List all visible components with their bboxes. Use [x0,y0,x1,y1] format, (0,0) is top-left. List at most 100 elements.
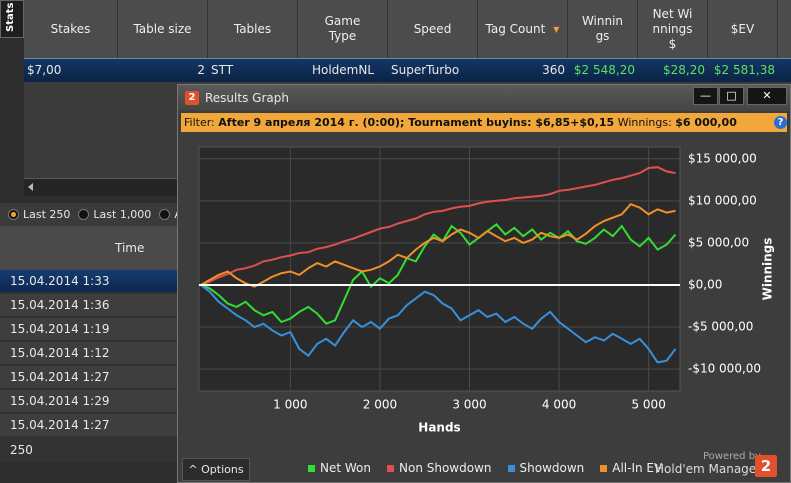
legend-swatch [507,464,515,472]
window-icon: 2 [185,91,199,105]
title-bar: 2 Results Graph — □ ✕ [178,85,790,111]
legend-swatch [308,464,315,472]
x-tick-label: 2 000 [363,398,397,412]
x-tick-label: 3 000 [452,398,486,412]
session-row[interactable]: 15.04.2014 1:19 [0,318,177,341]
column-header-label: Net Winnings $ [652,6,693,51]
legend-item: Showdown [507,461,585,475]
x-tick-label: 4 000 [542,398,576,412]
column-header: Table size [118,0,208,58]
radio-dot [159,209,171,220]
column-header: Tag Count ▼ [478,0,568,58]
x-axis-title: Hands [418,421,460,435]
column-header-label: Speed [413,21,452,36]
column-header: Stakes [24,0,118,58]
legend: Net Won Non Showdown Showdown All-In EV [308,461,662,475]
y-axis-title: Winnings [761,238,775,301]
brand-logo: 2 [755,455,777,477]
options-button[interactable]: ^ Options [182,458,250,481]
column-header: Tables [208,0,298,58]
y-tick-label: $10 000,00 [688,193,757,207]
column-header-label: Tables [233,21,272,36]
stats-cell: SuperTurbo [391,63,460,77]
legend-label: Non Showdown [399,461,492,475]
legend-item: Net Won [308,461,371,475]
minimize-button[interactable]: — [693,87,718,105]
filter-winnings: $6 000,00 [675,116,737,129]
radio-dot [8,209,19,220]
sort-arrow: ▼ [553,24,560,34]
session-row[interactable]: 15.04.2014 1:27 [0,414,177,437]
session-row[interactable]: 15.04.2014 1:29 [0,390,177,413]
stats-cell: $7,00 [27,63,62,77]
column-header-label: Table size [133,21,192,36]
stats-cell: $28,20 [663,63,705,77]
brand: Hold'em Manager [655,462,762,476]
plot-area [198,146,681,392]
series-line [200,166,676,286]
column-header-label: Tag Count [485,21,546,36]
column-header: Net Winnings $ [638,0,708,58]
session-row[interactable]: 15.04.2014 1:33 [0,270,177,293]
help-icon[interactable]: ? [774,116,787,129]
y-tick-label: $5 000,00 [688,235,749,249]
session-row[interactable]: 15.04.2014 1:12 [0,342,177,365]
stats-cell: $2 581,38 [713,63,775,77]
stats-tab[interactable]: Stats [0,0,24,38]
range-option[interactable]: Last 1,000 [78,208,151,221]
series-line [200,284,677,364]
legend-label: Net Won [320,461,371,475]
column-header: Winnings [568,0,638,58]
column-header-label: Stakes [50,21,91,36]
stats-cell: $2 548,20 [573,63,635,77]
chart: 1 000 2 000 3 000 4 000 5 000 $15 000,00 $10 0… [198,146,775,435]
y-tick-label: -$10 000,00 [688,362,761,376]
radio-dot [78,209,90,220]
powered-by: Powered by [703,451,761,462]
stats-cell: STT [211,63,234,77]
window-title: Results Graph [205,91,289,105]
session-row[interactable]: 15.04.2014 1:27 [0,366,177,389]
filter-label: Filter: [184,116,215,129]
scrollbar[interactable] [24,178,177,196]
x-tick-label: 1 000 [273,398,307,412]
sessions-header: Time [0,226,177,270]
column-header-label: $EV [730,21,755,36]
legend-swatch [600,464,608,472]
x-tick-label: 5 000 [631,398,665,412]
maximize-button[interactable]: □ [719,87,744,105]
legend-item: All-In EV [600,461,662,475]
stats-cell: 2 [197,63,205,77]
column-header-label: Game Type [324,14,361,43]
stats-header: Stakes Table size Tables Game Type Speed Tag … [24,0,791,58]
options-label: Options [201,463,244,476]
y-tick-label: $15 000,00 [688,151,757,165]
filter-conditions: After 9 апреля 2014 г. (0:00); Tournamen… [218,116,615,129]
session-row[interactable]: 15.04.2014 1:36 [0,294,177,317]
y-tick-label: $0,00 [688,277,722,291]
stats-tab-label: Stats [5,2,16,32]
legend-item: Non Showdown [387,461,492,475]
filter-winnings-label: Winnings: [617,116,672,129]
results-graph-window: 2 Results Graph — □ ✕ Filter: After 9 ап… [177,84,791,483]
column-header: Game Type [298,0,388,58]
stats-cell: 360 [542,63,565,77]
stats-row[interactable]: $7,00 2 STT HoldemNL SuperTurbo 360 $2 548,20 $… [24,58,791,82]
range-option-label: Last 1,000 [93,208,152,221]
legend-label: All-In EV [612,461,663,475]
stats-cell: HoldemNL [311,63,375,77]
sessions-footer: 250 [0,438,177,462]
series-line [200,203,676,288]
legend-swatch [387,464,394,472]
range-option-label: Last 250 [23,208,71,221]
range-option[interactable]: Last 250 [8,208,70,221]
column-header: Speed [388,0,478,58]
series-line [200,223,677,325]
time-header: Time [115,241,145,255]
filter-bar: Filter: After 9 апреля 2014 г. (0:00); T… [181,113,787,132]
legend-label: Showdown [519,461,585,475]
close-button[interactable]: ✕ [747,87,787,105]
y-tick-label: -$5 000,00 [688,320,753,334]
